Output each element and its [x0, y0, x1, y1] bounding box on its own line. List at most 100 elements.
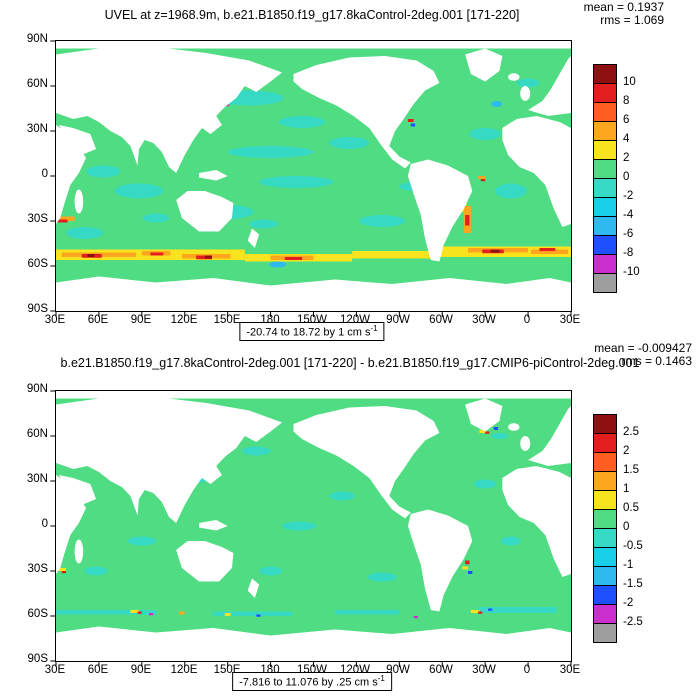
lon-tick: 30E [559, 314, 581, 326]
colorbar-top [593, 64, 617, 293]
colorbar-label: -2 [623, 597, 634, 609]
colorbar-swatch [593, 178, 617, 198]
colorbar-label: -8 [623, 247, 634, 259]
difference-speckles [58, 427, 499, 619]
lon-tick: 0 [523, 664, 531, 676]
colorbar-label: -6 [623, 228, 634, 240]
range-exponent: -1 [370, 324, 378, 333]
colorbar-label: 1.5 [623, 464, 639, 476]
colorbar-label: 8 [623, 95, 630, 107]
lon-tick: 60E [87, 314, 109, 326]
lon-tick: 120E [170, 314, 198, 326]
lon-tick: 60E [87, 664, 109, 676]
colorbar-swatch [593, 566, 617, 586]
colorbar-label: -1 [623, 559, 634, 571]
colorbar-swatch [593, 254, 617, 274]
acc-jet-layer [56, 101, 571, 262]
arctic-cap [56, 391, 571, 399]
colorbar-swatch [593, 585, 617, 605]
lat-tick: 0 [41, 518, 48, 530]
colorbar-label: 2.5 [623, 426, 639, 438]
lat-tick: 60N [26, 78, 48, 90]
colorbar-swatch [593, 235, 617, 255]
lat-tick: 30N [26, 123, 48, 135]
lon-tick: 90E [130, 664, 152, 676]
colorbar-label: 6 [623, 114, 630, 126]
lon-tick: 30E [44, 314, 66, 326]
lon-tick: 30E [559, 664, 581, 676]
map-bottom-svg [49, 390, 572, 668]
colorbar-swatch [593, 623, 617, 643]
range-text: -20.74 to 18.72 by 1 cm s [246, 326, 371, 339]
lon-tick: 30W [472, 314, 496, 326]
rms-value: rms = 0.1463 [621, 354, 692, 368]
lat-tick: 90S [27, 303, 48, 315]
panel-bottom-stats: mean = -0.009427 rms = 0.1463 [594, 342, 692, 368]
colorbar-label: -4 [623, 209, 634, 221]
colorbar-swatch [593, 509, 617, 529]
colorbar-swatch [593, 83, 617, 103]
lat-tick: 60S [27, 258, 48, 270]
contour-range-label: -7.816 to 11.076 by .25 cm s-1 [232, 672, 392, 691]
lat-tick: 60N [26, 428, 48, 440]
lon-tick: 60W [429, 664, 453, 676]
colorbar-label: -1.5 [623, 578, 643, 590]
colorbar-swatch [593, 273, 617, 293]
negative-difference-patches [56, 433, 557, 616]
lat-tick: 90N [26, 383, 48, 395]
colorbar-label: -0.5 [623, 540, 643, 552]
colorbar-swatch [593, 414, 617, 434]
lon-tick: 90W [386, 664, 410, 676]
lon-tick: 90W [386, 314, 410, 326]
colorbar-label: 10 [623, 76, 636, 88]
colorbar-swatch [593, 159, 617, 179]
panel-top-stats: mean = 0.1937 rms = 1.069 [584, 1, 664, 27]
lon-tick: 30E [44, 664, 66, 676]
range-exponent: -1 [377, 674, 385, 683]
lon-tick: 90E [130, 314, 152, 326]
lon-tick: 60W [429, 314, 453, 326]
colorbar-swatch [593, 197, 617, 217]
rms-value: rms = 1.069 [600, 13, 664, 27]
map-top [49, 40, 572, 318]
panel-bottom-title: b.e21.B1850.f19_g17.8kaControl-2deg.001 … [60, 356, 640, 370]
colorbar-swatch [593, 433, 617, 453]
arctic-cap [56, 41, 571, 49]
lat-tick: 30N [26, 473, 48, 485]
colorbar-label: 2 [623, 152, 630, 164]
lon-tick: 150E [213, 314, 241, 326]
mean-value: mean = 0.1937 [583, 0, 664, 14]
colorbar-label: 0.5 [623, 502, 639, 514]
colorbar-label: 0 [623, 521, 630, 533]
range-text: -7.816 to 11.076 by .25 cm s [239, 676, 378, 689]
colorbar-swatch [593, 528, 617, 548]
lon-tick: 30W [472, 664, 496, 676]
colorbar-label: -2 [623, 190, 634, 202]
colorbar-label: 2 [623, 445, 630, 457]
lon-tick: 120E [170, 664, 198, 676]
colorbar-swatch [593, 547, 617, 567]
colorbar-label: 4 [623, 133, 630, 145]
lat-tick: 0 [41, 168, 48, 180]
contour-range-label: -20.74 to 18.72 by 1 cm s-1 [239, 322, 385, 341]
colorbar-label: -2.5 [623, 616, 643, 628]
colorbar-swatch [593, 121, 617, 141]
colorbar-swatch [593, 452, 617, 472]
lat-tick: 30S [27, 563, 48, 575]
map-bottom [49, 390, 572, 668]
mean-value: mean = -0.009427 [594, 341, 692, 355]
colorbar-label: 1 [623, 483, 630, 495]
panel-top-title: UVEL at z=1968.9m, b.e21.B1850.f19_g17.8… [104, 8, 520, 22]
colorbar-swatch [593, 604, 617, 624]
colorbar-swatch [593, 471, 617, 491]
colorbar-swatch [593, 216, 617, 236]
colorbar-label: -10 [623, 266, 640, 278]
colorbar-label: 0 [623, 171, 630, 183]
lon-tick: 0 [523, 314, 531, 326]
colorbar-swatch [593, 64, 617, 84]
colorbar-bottom [593, 414, 617, 643]
colorbar-swatch [593, 102, 617, 122]
lat-tick: 60S [27, 608, 48, 620]
colorbar-swatch [593, 140, 617, 160]
